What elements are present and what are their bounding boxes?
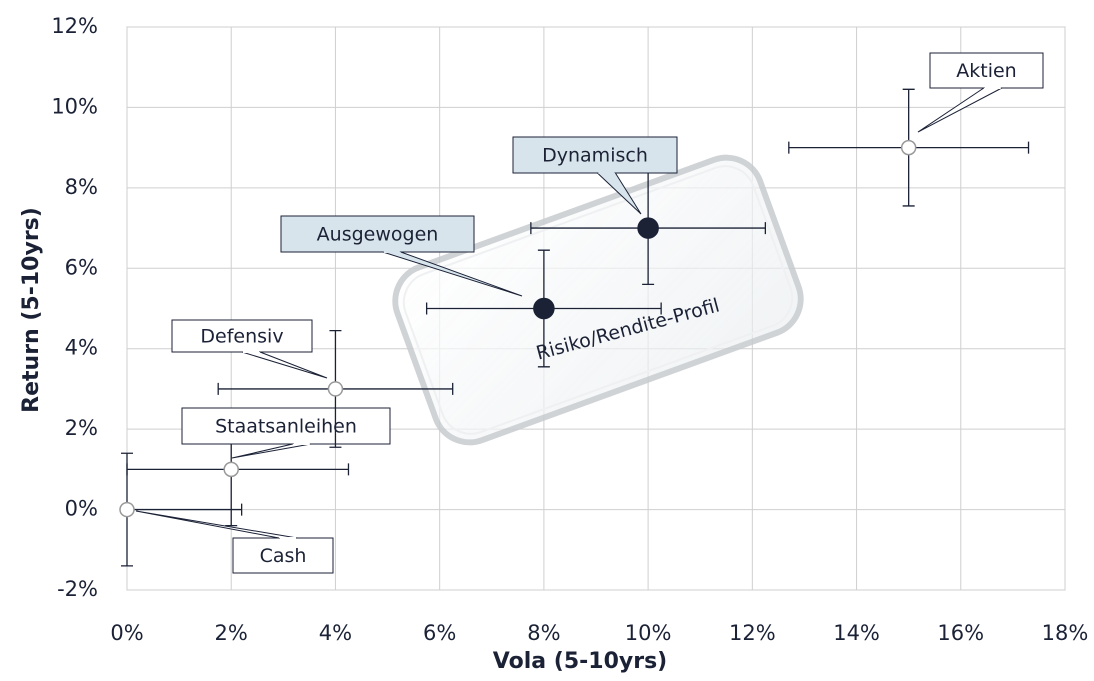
x-tick-label: 8% [527, 621, 560, 645]
callout [280, 215, 475, 253]
x-tick-label: 2% [215, 621, 248, 645]
point-label: Aktien [956, 60, 1016, 82]
callout [232, 537, 334, 574]
callout [181, 407, 391, 445]
x-tick-label: 18% [1042, 621, 1089, 645]
point [533, 297, 555, 320]
point [900, 139, 917, 156]
callout [512, 136, 678, 174]
point [637, 217, 659, 239]
callout [171, 319, 313, 353]
x-axis-title: Vola (5-10yrs) [493, 649, 667, 674]
x-tick-label: 16% [937, 621, 984, 645]
x-tick-label: 14% [833, 621, 880, 645]
callout-pointer [382, 251, 523, 297]
callout-pointer [241, 351, 328, 379]
profile-box [392, 154, 804, 446]
y-tick-label: 6% [65, 255, 98, 279]
y-tick-label: 10% [51, 94, 98, 118]
marks: Cash Staatsanleihen Defensiv Ausgewogen Dyna… [119, 52, 1044, 574]
point-label: Ausgewogen [317, 224, 439, 246]
callout-pointer [231, 443, 311, 459]
y-tick-label: 12% [51, 14, 98, 38]
point-label: Defensiv [200, 326, 283, 348]
point [327, 381, 344, 397]
callout-pointer [135, 510, 298, 539]
callout [929, 52, 1044, 89]
x-tick-label: 10% [625, 621, 672, 645]
y-tick-label: 0% [65, 497, 98, 521]
x-tick-label: 4% [319, 621, 352, 645]
x-tick-label: 6% [423, 621, 456, 645]
point-label: Cash [260, 545, 307, 567]
y-tick-label: 4% [65, 336, 98, 360]
callout-pointer [917, 87, 1003, 133]
x-tick-label: 12% [729, 621, 776, 645]
point-label: Dynamisch [542, 145, 648, 167]
y-tick-label: 8% [65, 175, 98, 199]
y-tick-label: 2% [65, 416, 98, 440]
point [119, 501, 135, 518]
x-tick-label: 0% [110, 621, 143, 645]
y-tick-label: -2% [57, 577, 98, 601]
callout-pointer [597, 172, 642, 215]
point [223, 461, 239, 478]
point-label: Staatsanleihen [215, 416, 357, 438]
y-axis-title: Return (5-10yrs) [19, 207, 44, 413]
